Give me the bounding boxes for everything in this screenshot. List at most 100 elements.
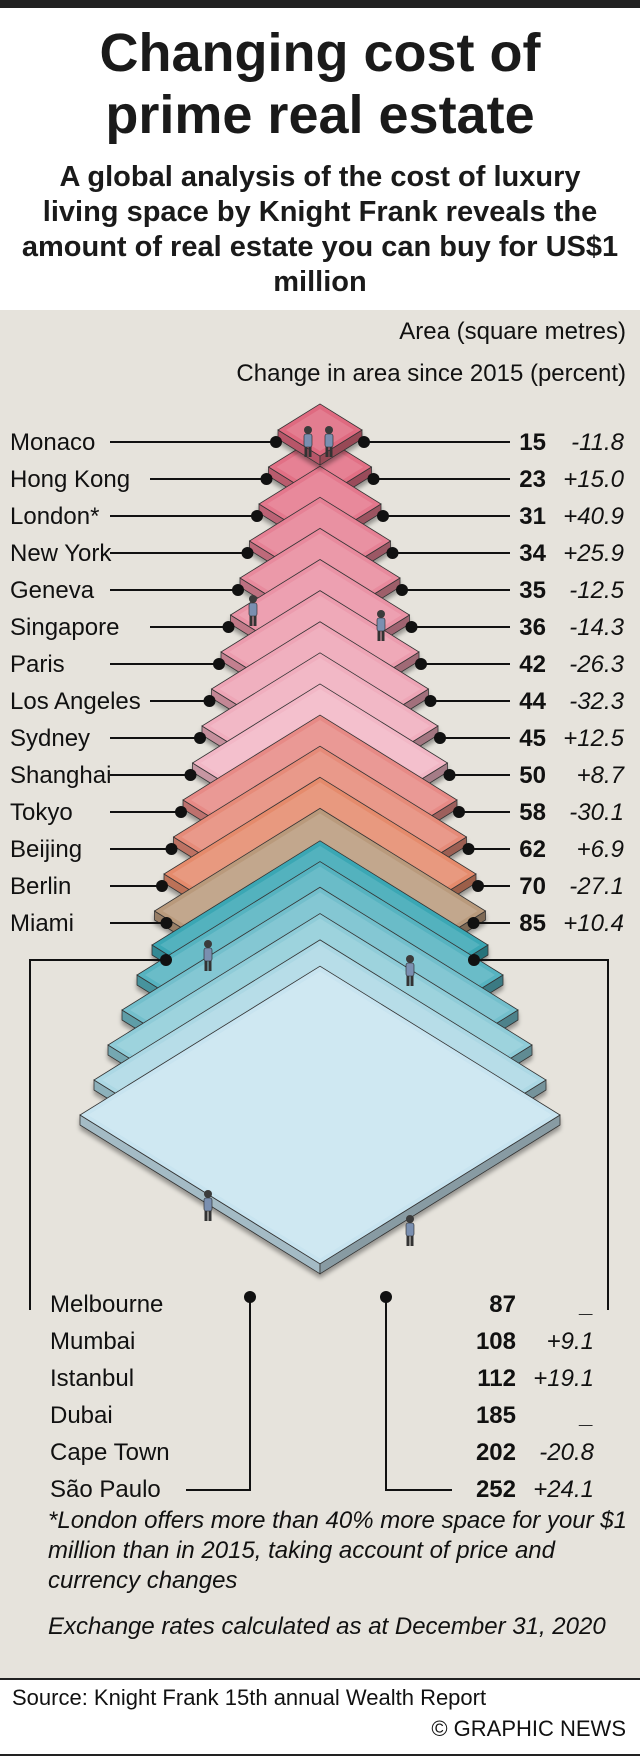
top-rule <box>0 0 640 8</box>
title-line-1: Changing cost of <box>99 23 541 83</box>
area-value-los-angeles: 44 <box>519 688 546 715</box>
leader-dot <box>203 695 216 707</box>
tier-sao-paulo <box>79 965 561 1275</box>
leader-dot <box>415 658 427 670</box>
bottom-group-bracket <box>29 954 609 1491</box>
city-label-monaco: Monaco <box>10 429 95 456</box>
city-label-hong-kong: Hong Kong <box>10 466 130 493</box>
footer <box>0 1678 640 1760</box>
exchange-rate-note: Exchange rates calculated as at December… <box>48 1613 606 1640</box>
change-value-paris: -26.3 <box>569 651 624 678</box>
leader-dot <box>156 880 168 892</box>
page-title: Changing cost of prime real estate <box>0 22 640 146</box>
city-label-cape-town: Cape Town <box>50 1439 170 1466</box>
change-value-monaco: -11.8 <box>571 429 625 456</box>
area-value-singapore: 36 <box>519 614 546 641</box>
leader-dot <box>358 436 370 448</box>
bottom-rule <box>0 1754 640 1756</box>
area-value-hong-kong: 23 <box>519 466 546 493</box>
area-value-mumbai: 108 <box>476 1328 516 1355</box>
subtitle: A global analysis of the cost of luxury … <box>21 161 619 298</box>
change-value-berlin: -27.1 <box>569 873 624 900</box>
leader-dot <box>377 510 389 522</box>
leader-dot <box>467 917 480 929</box>
city-label-tokyo: Tokyo <box>10 799 73 826</box>
area-value-sao-paulo: 252 <box>476 1476 516 1503</box>
city-label-berlin: Berlin <box>10 873 71 900</box>
area-value-cape-town: 202 <box>476 1439 516 1466</box>
change-value-beijing: +6.9 <box>577 836 624 863</box>
header: Changing cost of prime real estate A glo… <box>0 8 640 310</box>
person-figure <box>203 940 213 971</box>
leader-dot <box>165 843 178 855</box>
leader-dot <box>367 473 380 485</box>
change-value-sao-paulo: +24.1 <box>533 1476 594 1503</box>
city-label-beijing: Beijing <box>10 836 82 863</box>
area-value-tokyo: 58 <box>519 799 546 826</box>
leader-dot <box>184 769 197 781</box>
change-value-cape-town: -20.8 <box>539 1439 594 1466</box>
change-value-london: +40.9 <box>563 503 624 530</box>
area-value-melbourne: 87 <box>489 1291 516 1318</box>
change-value-singapore: -14.3 <box>569 614 624 641</box>
leader-dot <box>453 806 465 818</box>
leader-dot <box>424 695 437 707</box>
city-label-sao-paulo: São Paulo <box>50 1476 161 1503</box>
leader-dot <box>213 658 225 670</box>
leader-dot <box>443 769 456 781</box>
title-line-2: prime real estate <box>105 85 535 145</box>
leader-dot <box>232 584 244 596</box>
change-value-sydney: +12.5 <box>563 725 624 752</box>
leader-dot <box>396 584 408 596</box>
area-value-paris: 42 <box>519 651 546 678</box>
area-value-london: 31 <box>519 503 546 530</box>
city-label-melbourne: Melbourne <box>50 1291 163 1318</box>
city-label-mumbai: Mumbai <box>50 1328 135 1355</box>
change-value-hong-kong: +15.0 <box>563 466 624 493</box>
area-value-istanbul: 112 <box>477 1365 516 1392</box>
leader-dot <box>160 917 173 929</box>
leader-dot <box>194 732 206 744</box>
person-figure <box>376 610 386 641</box>
area-value-miami: 85 <box>519 910 546 937</box>
city-label-los-angeles: Los Angeles <box>10 688 141 715</box>
area-value-shanghai: 50 <box>519 762 546 789</box>
city-label-miami: Miami <box>10 910 74 937</box>
change-value-shanghai: +8.7 <box>577 762 626 789</box>
leader-dot <box>241 547 254 559</box>
person-figure <box>324 426 334 457</box>
change-value-los-angeles: -32.3 <box>569 688 624 715</box>
person-figure <box>303 426 313 457</box>
leader-dot <box>434 732 446 744</box>
leader-dot <box>405 621 418 633</box>
leader-dot <box>251 510 263 522</box>
change-value-tokyo: -30.1 <box>569 799 624 826</box>
area-column-header: Area (square metres) <box>399 318 626 345</box>
leader-dot <box>386 547 399 559</box>
city-label-paris: Paris <box>10 651 65 678</box>
london-footnote: *London offers more than 40% more space … <box>48 1507 627 1594</box>
leader-dot <box>270 436 282 448</box>
area-value-geneva: 35 <box>519 577 546 604</box>
city-label-shanghai: Shanghai <box>10 762 111 789</box>
change-value-miami: +10.4 <box>563 910 624 937</box>
area-value-beijing: 62 <box>519 836 546 863</box>
city-label-new-york: New York <box>10 540 112 567</box>
area-value-monaco: 15 <box>519 429 546 456</box>
area-value-sydney: 45 <box>519 725 546 752</box>
city-label-geneva: Geneva <box>10 577 95 604</box>
city-label-london: London* <box>10 503 99 530</box>
change-column-header: Change in area since 2015 (percent) <box>236 360 626 387</box>
change-value-new-york: +25.9 <box>563 540 624 567</box>
city-label-dubai: Dubai <box>50 1402 113 1429</box>
leader-dot <box>260 473 273 485</box>
credit-text: © GRAPHIC NEWS <box>431 1716 626 1741</box>
change-value-istanbul: +19.1 <box>533 1365 594 1392</box>
city-label-sydney: Sydney <box>10 725 90 752</box>
change-value-geneva: -12.5 <box>569 577 624 604</box>
leader-dot <box>462 843 475 855</box>
change-value-mumbai: +9.1 <box>547 1328 594 1355</box>
area-value-new-york: 34 <box>519 540 546 567</box>
